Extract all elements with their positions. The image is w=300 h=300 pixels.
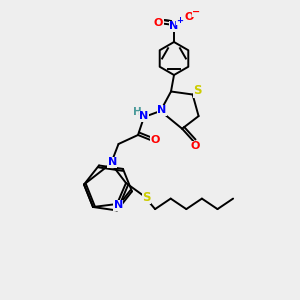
Text: N: N [140, 111, 148, 122]
Text: N: N [114, 200, 123, 210]
Text: +: + [176, 16, 184, 25]
Text: O: O [185, 12, 194, 22]
Text: H: H [133, 106, 142, 117]
Text: N: N [108, 157, 117, 167]
Text: N: N [169, 21, 178, 32]
Text: O: O [154, 18, 163, 28]
Text: S: S [142, 190, 151, 204]
Text: N: N [157, 105, 166, 116]
Text: −: − [192, 6, 200, 16]
Text: S: S [193, 84, 202, 98]
Text: O: O [190, 141, 200, 151]
Text: O: O [150, 135, 160, 146]
